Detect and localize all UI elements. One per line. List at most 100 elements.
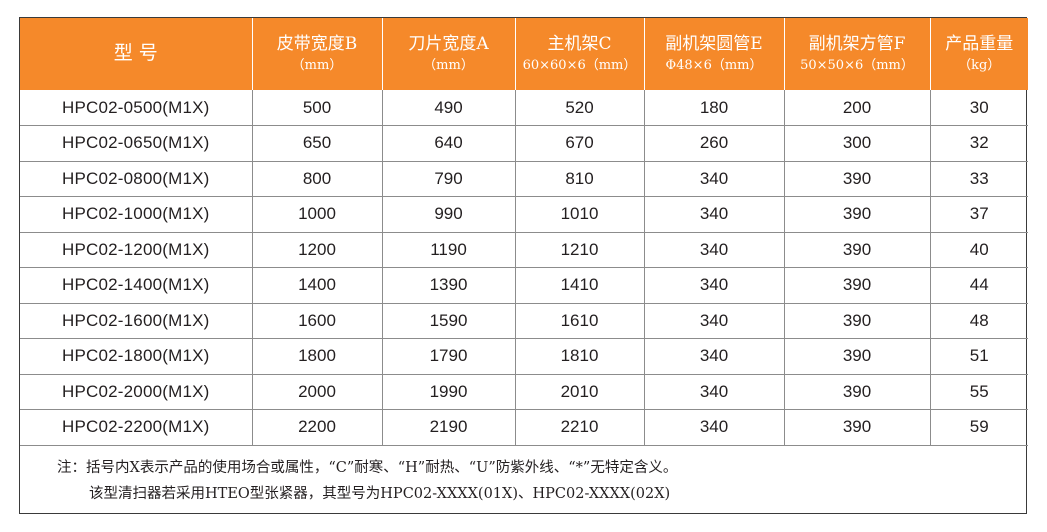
cell-belt-width: 2200 [252, 409, 383, 446]
cell-main-frame: 1410 [515, 267, 645, 304]
cell-main-frame: 1610 [515, 303, 645, 339]
cell-belt-width: 1400 [252, 267, 383, 304]
cell-weight: 44 [930, 267, 1028, 304]
cell-sub-frame-round: 340 [644, 232, 785, 268]
header-belt-width-unit: （mm） [291, 57, 343, 73]
cell-weight: 51 [930, 338, 1028, 375]
cell-blade-width: 2190 [382, 409, 516, 446]
cell-main-frame: 1810 [515, 338, 645, 375]
header-sub-frame-square: 副机架方管F 50×50×6（mm） [784, 18, 931, 90]
cell-model: HPC02-0800(M1X) [20, 161, 253, 197]
cell-sub-frame-round: 340 [644, 374, 785, 410]
table-row: HPC02-0500(M1X) 500 490 520 180 200 30 [20, 90, 1028, 126]
cell-main-frame: 1210 [515, 232, 645, 268]
header-model-label: 型 号 [113, 42, 158, 65]
header-sub-frame-round-label: 副机架圆管E [665, 34, 763, 55]
cell-sub-frame-square: 390 [784, 232, 931, 268]
cell-blade-width: 1790 [382, 338, 516, 375]
cell-blade-width: 640 [382, 125, 516, 162]
cell-weight: 33 [930, 161, 1028, 197]
cell-weight: 32 [930, 125, 1028, 162]
cell-main-frame: 2010 [515, 374, 645, 410]
header-weight-unit: （kg） [958, 57, 1001, 73]
cell-model: HPC02-1600(M1X) [20, 303, 253, 339]
cell-blade-width: 1190 [382, 232, 516, 268]
cell-sub-frame-round: 340 [644, 338, 785, 375]
cell-main-frame: 810 [515, 161, 645, 197]
cell-sub-frame-round: 340 [644, 161, 785, 197]
cell-sub-frame-round: 260 [644, 125, 785, 162]
table-row: HPC02-1200(M1X) 1200 1190 1210 340 390 4… [20, 232, 1028, 268]
cell-belt-width: 800 [252, 161, 383, 197]
header-blade-width-label: 刀片宽度A [408, 34, 489, 55]
cell-sub-frame-square: 390 [784, 196, 931, 233]
header-belt-width-label: 皮带宽度B [276, 34, 358, 55]
cell-main-frame: 670 [515, 125, 645, 162]
cell-model: HPC02-1000(M1X) [20, 196, 253, 233]
cell-sub-frame-square: 390 [784, 338, 931, 375]
table-row: HPC02-1400(M1X) 1400 1390 1410 340 390 4… [20, 267, 1028, 304]
table-row: HPC02-1000(M1X) 1000 990 1010 340 390 37 [20, 196, 1028, 233]
table-row: HPC02-2200(M1X) 2200 2190 2210 340 390 5… [20, 409, 1028, 446]
cell-weight: 40 [930, 232, 1028, 268]
header-sub-frame-square-label: 副机架方管F [808, 34, 906, 55]
footnote-line-2: 该型清扫器若采用HTEO型张紧器，其型号为HPC02-XXXX(01X)、HPC… [89, 486, 671, 502]
cell-blade-width: 1590 [382, 303, 516, 339]
header-weight-label: 产品重量 [945, 34, 1014, 55]
cell-blade-width: 1990 [382, 374, 516, 410]
cell-main-frame: 520 [515, 90, 645, 126]
cell-blade-width: 790 [382, 161, 516, 197]
cell-model: HPC02-1800(M1X) [20, 338, 253, 375]
footnote-line-1: 注：括号内X表示产品的使用场合或属性，“C”耐寒、“H”耐热、“U”防紫外线、“… [57, 460, 678, 476]
cell-model: HPC02-1200(M1X) [20, 232, 253, 268]
header-belt-width: 皮带宽度B （mm） [252, 18, 383, 90]
cell-model: HPC02-2200(M1X) [20, 409, 253, 446]
cell-blade-width: 1390 [382, 267, 516, 304]
cell-blade-width: 490 [382, 90, 516, 126]
header-blade-width-unit: （mm） [423, 57, 474, 73]
cell-sub-frame-square: 390 [784, 409, 931, 446]
spec-table-container: 型 号 皮带宽度B （mm） 刀片宽度A （mm） 主机架C 60×60×6（m… [19, 17, 1028, 514]
header-main-frame: 主机架C 60×60×6（mm） [515, 18, 645, 90]
cell-sub-frame-square: 300 [784, 125, 931, 162]
cell-belt-width: 500 [252, 90, 383, 126]
cell-weight: 37 [930, 196, 1028, 233]
cell-sub-frame-square: 200 [784, 90, 931, 126]
cell-weight: 59 [930, 409, 1028, 446]
cell-belt-width: 1200 [252, 232, 383, 268]
spec-table: 型 号 皮带宽度B （mm） 刀片宽度A （mm） 主机架C 60×60×6（m… [20, 18, 1028, 446]
cell-belt-width: 2000 [252, 374, 383, 410]
header-model: 型 号 [20, 18, 253, 90]
table-row: HPC02-2000(M1X) 2000 1990 2010 340 390 5… [20, 374, 1028, 410]
header-sub-frame-round: 副机架圆管E Φ48×6（mm） [644, 18, 785, 90]
cell-weight: 48 [930, 303, 1028, 339]
table-row: HPC02-0650(M1X) 650 640 670 260 300 32 [20, 125, 1028, 162]
cell-sub-frame-square: 390 [784, 374, 931, 410]
header-weight: 产品重量 （kg） [930, 18, 1028, 90]
table-row: HPC02-1800(M1X) 1800 1790 1810 340 390 5… [20, 338, 1028, 375]
header-main-frame-label: 主机架C [547, 34, 612, 55]
header-main-frame-unit: 60×60×6（mm） [522, 57, 637, 73]
table-row: HPC02-0800(M1X) 800 790 810 340 390 33 [20, 161, 1028, 197]
cell-model: HPC02-1400(M1X) [20, 267, 253, 304]
cell-sub-frame-round: 180 [644, 90, 785, 126]
cell-belt-width: 650 [252, 125, 383, 162]
cell-model: HPC02-2000(M1X) [20, 374, 253, 410]
header-blade-width: 刀片宽度A （mm） [382, 18, 516, 90]
header-sub-frame-square-unit: 50×50×6（mm） [800, 57, 914, 73]
header-sub-frame-round-unit: Φ48×6（mm） [665, 57, 763, 73]
cell-belt-width: 1000 [252, 196, 383, 233]
cell-sub-frame-round: 340 [644, 267, 785, 304]
table-row: HPC02-1600(M1X) 1600 1590 1610 340 390 4… [20, 303, 1028, 339]
cell-model: HPC02-0500(M1X) [20, 90, 253, 126]
cell-model: HPC02-0650(M1X) [20, 125, 253, 162]
cell-belt-width: 1800 [252, 338, 383, 375]
cell-weight: 55 [930, 374, 1028, 410]
cell-sub-frame-round: 340 [644, 409, 785, 446]
cell-weight: 30 [930, 90, 1028, 126]
cell-sub-frame-square: 390 [784, 161, 931, 197]
cell-main-frame: 1010 [515, 196, 645, 233]
cell-sub-frame-round: 340 [644, 196, 785, 233]
table-header-row: 型 号 皮带宽度B （mm） 刀片宽度A （mm） 主机架C 60×60×6（m… [20, 18, 1028, 90]
cell-belt-width: 1600 [252, 303, 383, 339]
